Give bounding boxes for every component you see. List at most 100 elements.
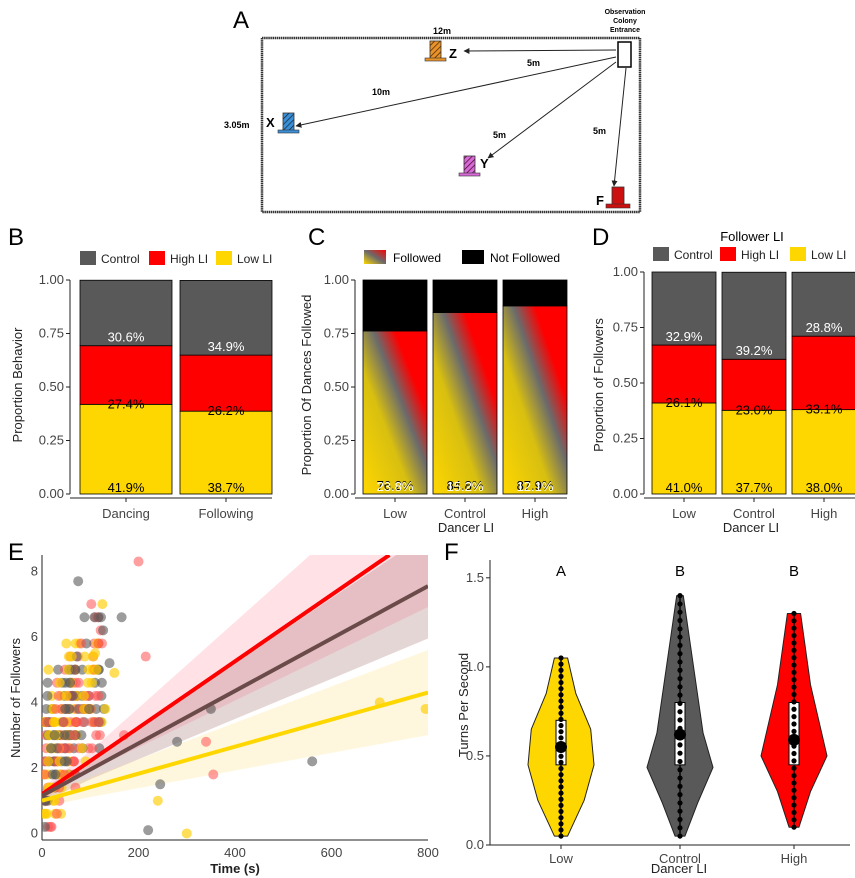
d-data-label-control-low-li: 37.7% <box>736 480 773 495</box>
route-y-distance: 5m <box>493 130 506 140</box>
e-point-low-li <box>76 743 87 754</box>
panel-a: A Observation Colony Entrance 12m 3.05m … <box>224 7 645 214</box>
e-point-control <box>116 612 127 623</box>
feeder-x-label: X <box>266 115 275 130</box>
arena-height-label: 3.05m <box>224 120 250 130</box>
f-point-high <box>791 714 797 720</box>
entrance-label-line2: Colony <box>613 18 637 25</box>
f-point-control <box>677 684 683 690</box>
e-point-control <box>96 677 107 688</box>
f-median-high <box>788 733 800 746</box>
f-point-high <box>791 721 797 727</box>
f-point-control <box>677 609 683 615</box>
e-y-tick-label: 0 <box>31 825 38 840</box>
e-point-control <box>59 730 70 741</box>
route-x-arrow <box>295 56 617 128</box>
c-x-tick-label: Control <box>444 506 486 521</box>
e-confidence-band-combined <box>42 555 428 803</box>
d-data-label-high-low-li: 38.0% <box>806 480 843 495</box>
f-significance-letter-high: B <box>789 563 799 580</box>
e-point-control <box>45 743 56 754</box>
e-point-low-li <box>43 756 54 767</box>
e-point-high-li <box>96 638 107 649</box>
c-bar-high-not-followed <box>502 279 568 307</box>
e-y-tick-label: 4 <box>31 694 38 709</box>
e-point-low-li <box>91 664 102 675</box>
c-data-label-high-followed: 87.9% <box>517 478 554 493</box>
panel-b-label: B <box>8 224 24 251</box>
route-z-arrow <box>463 47 617 54</box>
route-f-distance: 5m <box>593 126 606 136</box>
legend-swatch-low-li <box>216 251 232 265</box>
f-point-control <box>677 800 683 806</box>
e-point-control <box>42 677 53 688</box>
c-bar-high-followed <box>502 305 568 495</box>
f-point-high <box>791 809 797 816</box>
e-point-low-li <box>83 664 94 675</box>
e-point-low-li <box>79 651 90 662</box>
f-point-low <box>558 704 564 710</box>
b-data-label-following-low-li: 38.7% <box>208 480 245 495</box>
b-axis: 0.00 0.25 0.50 0.75 1.00 Dancing Following <box>39 272 272 521</box>
legend-c-not-followed-swatch <box>462 250 484 264</box>
b-data-label-dancing-low-li: 41.9% <box>108 480 145 495</box>
f-point-control <box>677 816 683 823</box>
b-bar-following-control <box>179 280 273 356</box>
d-bar-control-high-li <box>721 358 787 411</box>
b-x-tick-label: Following <box>199 506 254 521</box>
c-axis: 0.00 0.25 0.50 0.75 1.00 Low Control High <box>324 272 567 521</box>
b-data-label-dancing-high-li: 27.4% <box>108 396 145 411</box>
e-x-tick-label: 800 <box>417 845 439 860</box>
d-y-tick-label: 0.25 <box>613 431 638 446</box>
e-point-high-li <box>76 638 87 649</box>
e-point-high-li <box>133 556 144 567</box>
f-x-tick-label: Low <box>549 851 573 866</box>
feeder-z-label: Z <box>449 46 457 61</box>
feeder-f-icon <box>605 186 631 209</box>
f-point-high <box>791 750 797 757</box>
f-point-high <box>791 780 797 786</box>
c-x-axis-title: Dancer LI <box>438 520 494 535</box>
d-bar-low-high-li <box>651 344 717 404</box>
legend-swatch-low-li <box>790 247 806 261</box>
feeder-f-label: F <box>596 193 604 208</box>
f-point-high <box>791 647 797 653</box>
b-y-tick-label: 0.25 <box>39 433 64 448</box>
panel-b: B Control High LI Low LI Proportion Behavi… <box>8 224 273 521</box>
e-point-high-li <box>90 690 101 701</box>
d-data-label-low-high-li: 26.1% <box>666 395 703 410</box>
f-point-low <box>558 673 564 679</box>
f-median-control <box>674 728 686 741</box>
legend-b: Control High LI Low LI <box>80 251 272 266</box>
e-y-tick-label: 8 <box>31 563 38 578</box>
d-bar-high-control <box>791 271 855 337</box>
f-point-low <box>558 753 564 759</box>
e-point-control <box>307 756 318 767</box>
e-point-control <box>104 658 115 669</box>
route-y-arrow <box>487 61 617 159</box>
f-point-low <box>558 815 564 821</box>
e-point-low-li <box>54 677 65 688</box>
f-point-low <box>558 790 564 796</box>
f-point-control <box>677 667 683 673</box>
e-point-control <box>73 576 84 587</box>
e-point-low-li <box>109 667 120 678</box>
e-point-high-li <box>201 736 212 747</box>
f-significance-letter-low: A <box>556 563 566 580</box>
c-data-label-low-not-followed: 23.8% <box>377 479 414 494</box>
e-point-control <box>172 736 183 747</box>
f-point-control <box>677 717 683 723</box>
d-y-tick-label: 0.00 <box>613 486 638 501</box>
e-point-low-li <box>82 677 93 688</box>
d-axis: 0.00 0.25 0.50 0.75 1.00 Low Control High <box>613 264 855 521</box>
e-point-high-li <box>208 769 219 780</box>
c-data-label-low-followed: 76.2% <box>377 478 414 493</box>
f-point-low <box>558 716 564 722</box>
f-point-high <box>791 817 797 823</box>
d-y-tick-label: 0.50 <box>613 375 638 390</box>
f-y-tick-label: 1.5 <box>466 570 484 585</box>
f-point-control <box>677 783 683 789</box>
e-point-high-li <box>87 743 98 754</box>
legend-swatch-high-li <box>720 247 736 261</box>
arena-width-label: 12m <box>433 26 451 36</box>
